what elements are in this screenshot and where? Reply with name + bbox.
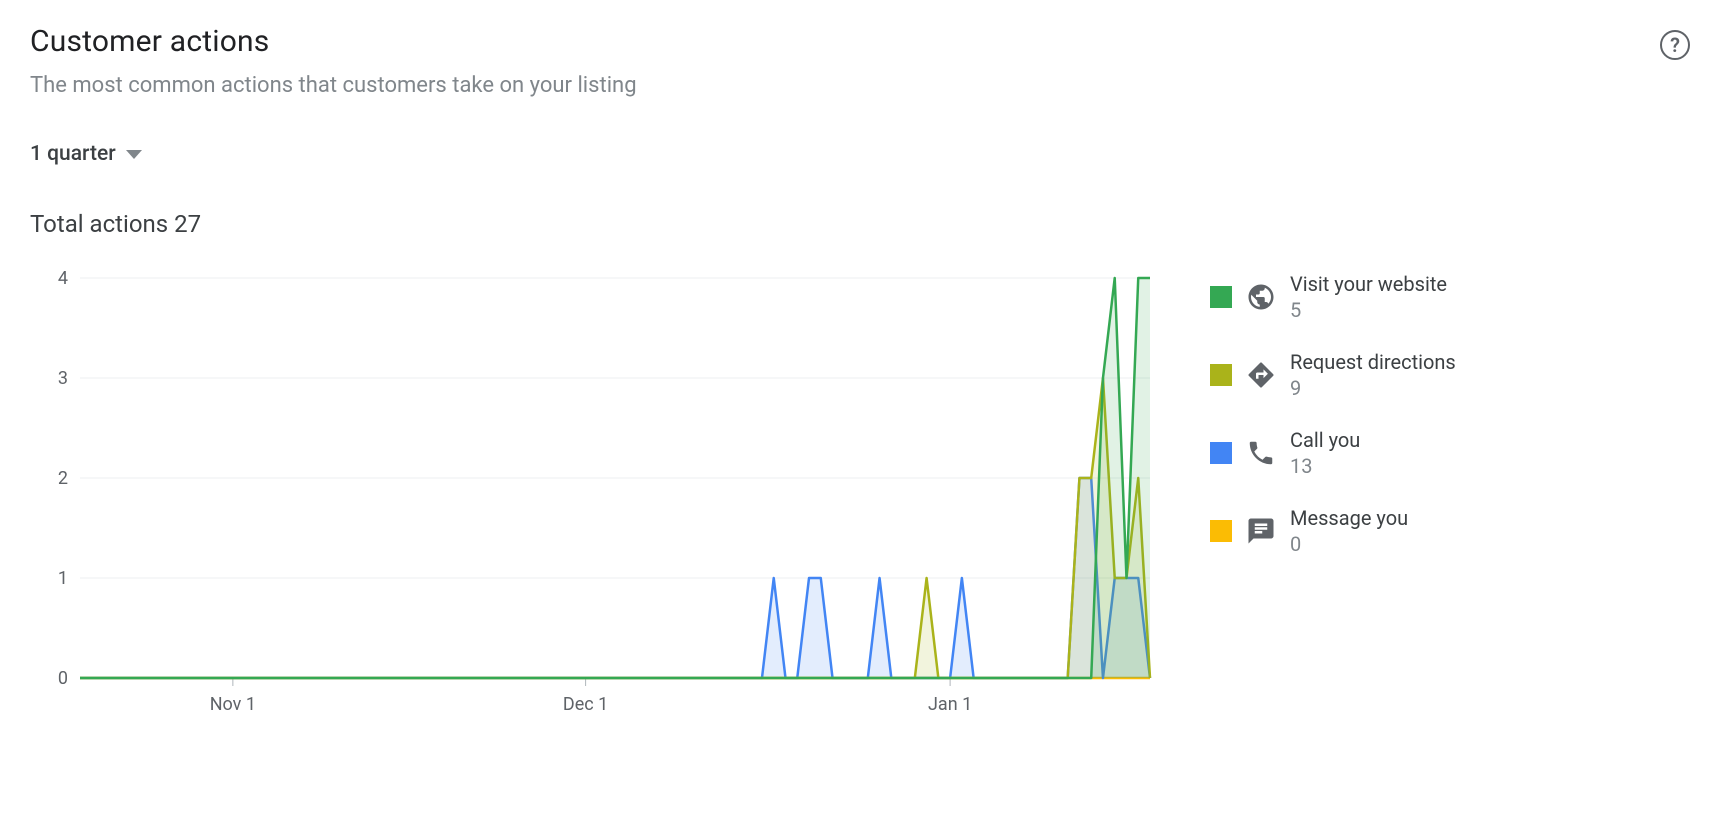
globe-icon xyxy=(1246,282,1276,312)
svg-text:4: 4 xyxy=(58,268,68,289)
legend-swatch xyxy=(1210,442,1232,464)
header-text: Customer actions The most common actions… xyxy=(30,24,637,98)
legend-text: Call you13 xyxy=(1290,428,1360,478)
legend-swatch xyxy=(1210,520,1232,542)
total-actions-value: 27 xyxy=(174,210,201,238)
total-actions: Total actions 27 xyxy=(30,210,1696,238)
chart-row: 0 1 2 3 4 Nov 1 Dec 1 Jan 1 Visit your website5… xyxy=(30,268,1696,724)
legend-label: Request directions xyxy=(1290,350,1456,374)
header-row: Customer actions The most common actions… xyxy=(30,24,1696,98)
legend-value: 5 xyxy=(1290,298,1447,322)
legend-item-directions[interactable]: Request directions9 xyxy=(1210,350,1456,400)
date-range-dropdown[interactable]: 1 quarter xyxy=(30,142,142,166)
legend-value: 9 xyxy=(1290,376,1456,400)
legend-value: 0 xyxy=(1290,532,1408,556)
legend-label: Message you xyxy=(1290,506,1408,530)
legend-value: 13 xyxy=(1290,454,1360,478)
svg-text:Dec 1: Dec 1 xyxy=(563,694,608,715)
date-range-label: 1 quarter xyxy=(30,142,116,166)
legend-label: Call you xyxy=(1290,428,1360,452)
total-actions-label: Total actions xyxy=(30,210,168,238)
legend-item-call[interactable]: Call you13 xyxy=(1210,428,1456,478)
phone-icon xyxy=(1246,438,1276,468)
legend-text: Request directions9 xyxy=(1290,350,1456,400)
legend-item-message[interactable]: Message you0 xyxy=(1210,506,1456,556)
panel-subtitle: The most common actions that customers t… xyxy=(30,73,637,98)
legend-label: Visit your website xyxy=(1290,272,1447,296)
svg-text:Jan 1: Jan 1 xyxy=(928,694,972,715)
directions-icon xyxy=(1246,360,1276,390)
legend-item-website[interactable]: Visit your website5 xyxy=(1210,272,1456,322)
chart-legend: Visit your website5 Request directions9 Ca… xyxy=(1210,268,1456,556)
svg-text:2: 2 xyxy=(58,468,68,489)
line-chart: 0 1 2 3 4 Nov 1 Dec 1 Jan 1 xyxy=(30,268,1160,720)
legend-swatch xyxy=(1210,286,1232,308)
svg-text:Nov 1: Nov 1 xyxy=(210,694,256,715)
legend-swatch xyxy=(1210,364,1232,386)
chevron-down-icon xyxy=(126,150,142,159)
message-icon xyxy=(1246,516,1276,546)
svg-text:1: 1 xyxy=(58,568,68,589)
legend-text: Message you0 xyxy=(1290,506,1408,556)
help-icon[interactable]: ? xyxy=(1660,30,1690,60)
panel-title: Customer actions xyxy=(30,24,637,59)
customer-actions-panel: Customer actions The most common actions… xyxy=(0,0,1726,824)
svg-text:3: 3 xyxy=(58,368,68,389)
chart-area: 0 1 2 3 4 Nov 1 Dec 1 Jan 1 xyxy=(30,268,1180,724)
legend-text: Visit your website5 xyxy=(1290,272,1447,322)
svg-text:0: 0 xyxy=(58,668,68,689)
